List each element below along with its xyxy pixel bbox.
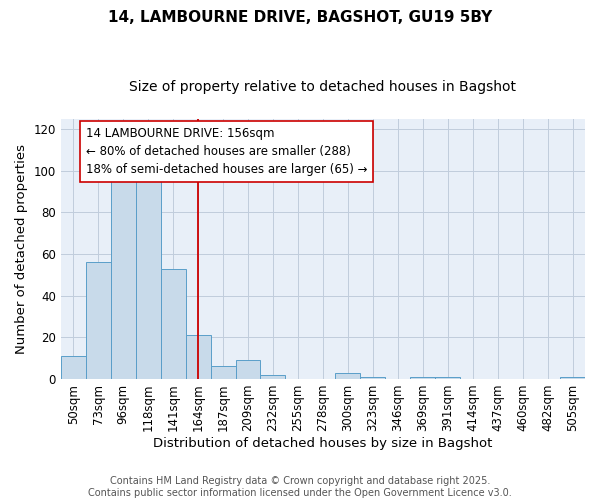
Bar: [185, 335, 211, 379]
Title: Size of property relative to detached houses in Bagshot: Size of property relative to detached ho…: [130, 80, 517, 94]
Bar: [86, 262, 111, 379]
Bar: [410, 377, 435, 379]
Bar: [136, 181, 161, 379]
Bar: [435, 377, 460, 379]
Y-axis label: Number of detached properties: Number of detached properties: [15, 144, 28, 354]
Bar: [560, 377, 585, 379]
Text: 14 LAMBOURNE DRIVE: 156sqm
← 80% of detached houses are smaller (288)
18% of sem: 14 LAMBOURNE DRIVE: 156sqm ← 80% of deta…: [86, 127, 367, 176]
Bar: [361, 377, 385, 379]
Bar: [161, 268, 185, 379]
Bar: [260, 375, 286, 379]
Text: Contains HM Land Registry data © Crown copyright and database right 2025.
Contai: Contains HM Land Registry data © Crown c…: [88, 476, 512, 498]
Bar: [61, 356, 86, 379]
Bar: [335, 372, 361, 379]
Bar: [111, 171, 136, 379]
Bar: [236, 360, 260, 379]
Bar: [211, 366, 236, 379]
X-axis label: Distribution of detached houses by size in Bagshot: Distribution of detached houses by size …: [153, 437, 493, 450]
Text: 14, LAMBOURNE DRIVE, BAGSHOT, GU19 5BY: 14, LAMBOURNE DRIVE, BAGSHOT, GU19 5BY: [108, 10, 492, 25]
